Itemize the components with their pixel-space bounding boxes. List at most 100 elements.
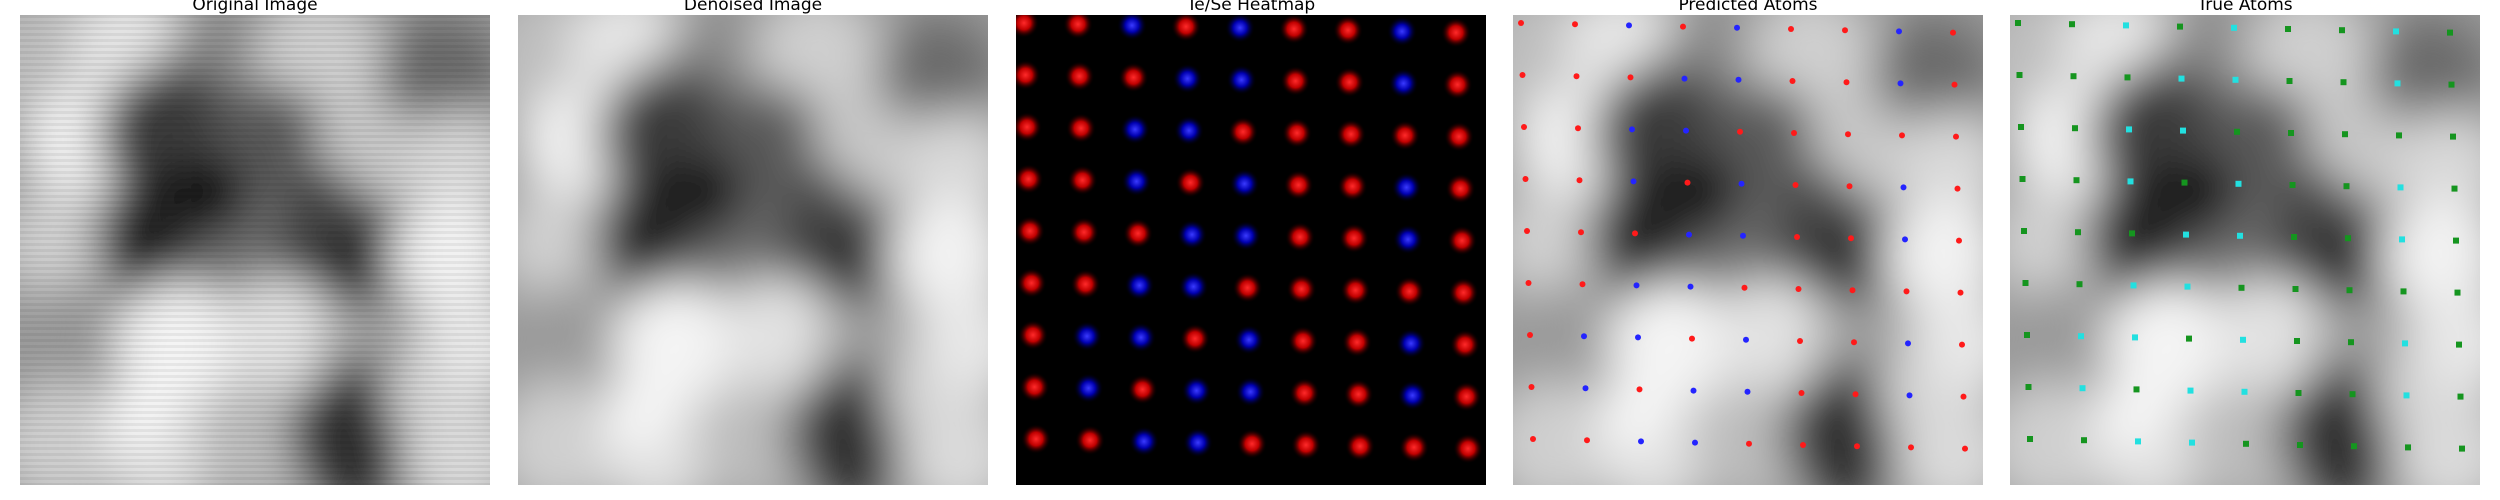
true-atom-type-b	[2456, 341, 2462, 348]
te-spot	[1280, 66, 1311, 96]
true-texture	[2010, 15, 2480, 485]
te-spot	[1448, 277, 1479, 308]
se-spot	[1172, 63, 1203, 94]
texture-blob	[2370, 15, 2480, 135]
predicted-te-atom	[1576, 177, 1583, 184]
true-atom-type-a	[2127, 178, 2134, 185]
predicted-te-atom	[1792, 182, 1799, 188]
te-spot	[1283, 170, 1314, 200]
te-spot	[1336, 119, 1366, 150]
predicted-te-atom	[1528, 384, 1535, 390]
se-spot	[1117, 15, 1147, 41]
predicted-te-atom	[1680, 23, 1686, 30]
true-atom-type-b	[2075, 229, 2081, 236]
se-spot	[1393, 224, 1423, 255]
predicted-te-atom	[1854, 443, 1860, 450]
true-atom-type-b	[2070, 73, 2077, 80]
predicted-te-atom	[1789, 78, 1796, 84]
te-spot	[1228, 116, 1258, 147]
predicted-te-atom	[1800, 442, 1806, 448]
true-atom-type-a	[2237, 232, 2243, 239]
se-spot	[1387, 16, 1417, 47]
te-spot	[1175, 167, 1206, 198]
true-atom-type-a	[2079, 385, 2086, 392]
true-atom-type-a	[2189, 439, 2195, 446]
te-spot	[1016, 164, 1044, 194]
true-atom-type-b	[2340, 79, 2347, 86]
predicted-se-atom	[1896, 28, 1902, 35]
texture-blobs	[518, 15, 988, 485]
panel-denoised-image: Denoised Image	[518, 0, 988, 500]
predicted-te-atom	[1689, 335, 1695, 342]
true-atom-type-a	[2126, 126, 2132, 133]
texture-blob	[1598, 380, 1668, 450]
true-atom-type-b	[2405, 444, 2411, 451]
predicted-te-atom	[1848, 235, 1854, 242]
true-atom-type-b	[2072, 125, 2078, 132]
true-atom-type-b	[2457, 393, 2464, 400]
true-atom-type-b	[2448, 81, 2455, 88]
heatmap-image	[1016, 15, 1486, 485]
predicted-te-atom	[1791, 130, 1797, 136]
predicted-se-atom	[1633, 282, 1640, 289]
predicted-se-atom	[1897, 80, 1904, 87]
te-spot	[1232, 272, 1263, 303]
se-spot	[1396, 328, 1426, 359]
predicted-te-atom	[1741, 284, 1748, 291]
predicted-te-atom	[1851, 339, 1857, 346]
te-spot	[1451, 381, 1482, 412]
denoised-image	[518, 15, 988, 485]
texture-blob	[2210, 275, 2330, 395]
true-atom-type-a	[2187, 387, 2194, 394]
predicted-te-atom	[1950, 29, 1956, 36]
te-spot	[1066, 113, 1096, 144]
predicted-se-atom	[1734, 24, 1740, 31]
texture-blob	[2375, 360, 2445, 430]
te-spot	[1063, 15, 1093, 40]
te-spot	[1288, 326, 1318, 356]
texture-blob	[1513, 280, 1638, 410]
predicted-se-atom	[1744, 388, 1751, 395]
texture-blob	[1713, 275, 1833, 395]
true-atom-type-a	[2402, 340, 2408, 347]
texture-blob	[2105, 280, 2235, 410]
texture-blob	[668, 155, 748, 235]
se-spot	[1181, 375, 1212, 406]
predicted-te-atom	[1525, 280, 1532, 286]
texture-blobs	[1513, 15, 1983, 485]
texture-blob	[1663, 155, 1743, 235]
true-atom-type-b	[2297, 442, 2303, 448]
predicted-te-atom	[1632, 230, 1638, 237]
te-spot	[1342, 327, 1372, 358]
predicted-te-atom	[1573, 73, 1580, 80]
se-spot	[1234, 324, 1264, 355]
true-atom-type-a	[2397, 184, 2404, 191]
true-atom-type-a	[2235, 180, 2242, 187]
true-atom-type-a	[2232, 76, 2239, 83]
texture-blob	[2010, 380, 2115, 485]
true-atom-type-b	[2289, 182, 2296, 188]
panel-title-original: Original Image	[192, 0, 318, 15]
true-atom-type-b	[2129, 230, 2135, 237]
true-atom-type-a	[2184, 283, 2191, 290]
te-spot	[1018, 320, 1048, 350]
predicted-te-atom	[1951, 81, 1958, 88]
true-atom-type-b	[2081, 437, 2087, 444]
true-atom-type-b	[2133, 386, 2140, 393]
texture-blob	[2010, 280, 2135, 410]
predicted-se-atom	[1692, 439, 1698, 446]
te-spot	[1016, 268, 1047, 298]
te-spot	[1399, 432, 1429, 463]
te-spot	[1067, 165, 1098, 196]
original-image	[20, 15, 490, 485]
se-spot	[1183, 427, 1213, 458]
predicted-te-atom	[1957, 289, 1964, 296]
true-atom-type-b	[2342, 131, 2348, 138]
predicted-te-atom	[1842, 27, 1848, 34]
texture-blob	[2395, 110, 2480, 220]
te-spot	[1075, 425, 1105, 456]
texture-blob	[518, 380, 623, 485]
te-spot	[1180, 323, 1210, 354]
predicted-te-atom	[1852, 391, 1859, 398]
predicted-te-atom	[1903, 288, 1910, 295]
